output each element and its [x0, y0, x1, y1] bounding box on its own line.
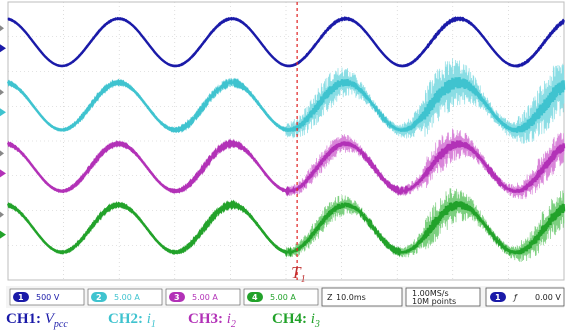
time-cursor[interactable]: T1: [291, 2, 306, 285]
ch2-badge: [91, 292, 107, 302]
ch3-level-marker: [0, 150, 4, 157]
legend-ch3-name: CH3:: [188, 311, 223, 327]
ch2-level-marker: [0, 89, 4, 96]
ch1-badge-number: 1: [18, 293, 24, 302]
ch1-scale: 500 V: [36, 293, 60, 302]
trigger-channel: 1: [495, 293, 501, 302]
timebase-box[interactable]: [321, 287, 403, 307]
channel-markers: [0, 25, 6, 239]
ch2-ground-marker[interactable]: [0, 108, 6, 117]
ch1-ground-marker[interactable]: [0, 44, 6, 53]
legend-ch4-name: CH4:: [272, 311, 307, 327]
ch4-badge-number: 4: [252, 293, 258, 302]
ch3-badge: [169, 292, 185, 302]
ch1-readout[interactable]: [9, 288, 85, 306]
trigger-box[interactable]: [485, 287, 565, 307]
legend-ch1-symbol: V: [44, 311, 54, 327]
legend-ch3-sub: 2: [230, 319, 236, 330]
trigger-level: 0.00 V: [535, 293, 561, 302]
status-bar: 1 500 V 2 5.00 A 3 5.00 A 4 5.00 A Z 10.0ms 1.0…: [6, 286, 565, 308]
legend-ch3: CH3: i2: [188, 311, 236, 330]
legend-ch2: CH2: i1: [108, 311, 156, 330]
ch4-ground-marker[interactable]: [0, 230, 6, 239]
record-length: 10M points: [412, 297, 456, 306]
ch2-readout[interactable]: [87, 288, 163, 306]
legend-ch2-name: CH2:: [108, 311, 143, 327]
trigger-channel-badge: [490, 292, 506, 302]
ch2-badge-number: 2: [96, 293, 102, 302]
ch3-ground-marker[interactable]: [0, 169, 6, 178]
ch1-level-marker: [0, 25, 4, 32]
legend-ch1-sub: pcc: [53, 319, 68, 330]
legend-ch4-symbol: i: [310, 311, 315, 327]
legend-ch4: CH4: i3: [272, 311, 320, 330]
ch4-level-marker: [0, 211, 4, 218]
legend-ch2-sub: 1: [150, 319, 156, 330]
ch1-badge: [13, 292, 29, 302]
waveform-ch2: [6, 77, 566, 134]
legend-ch3-symbol: i: [226, 311, 231, 327]
legend-ch4-sub: 3: [314, 319, 320, 330]
ch3-badge-number: 3: [174, 293, 180, 302]
graticule: [7, 1, 565, 281]
ch3-scale: 5.00 A: [192, 293, 218, 302]
waveform-ch3: [6, 138, 566, 197]
timebase-icon: Z: [327, 293, 333, 302]
legend: CH1: Vpcc CH2: i1 CH3: i2 CH4: i3: [6, 311, 566, 331]
legend-ch1: CH1: Vpcc: [6, 311, 68, 330]
ch2-scale: 5.00 A: [114, 293, 140, 302]
legend-ch2-symbol: i: [146, 311, 151, 327]
ch4-badge: [247, 292, 263, 302]
timebase-scale: 10.0ms: [336, 293, 366, 302]
ch3-readout[interactable]: [165, 288, 241, 306]
acquisition-box[interactable]: [405, 287, 481, 307]
waveform-ch4: [6, 199, 566, 258]
waveform-traces: [6, 15, 566, 263]
ch4-readout[interactable]: [243, 288, 319, 306]
trigger-slope-icon: ƒ: [512, 293, 518, 302]
cursor-label-main: T: [291, 263, 302, 282]
ch4-scale: 5.00 A: [270, 293, 296, 302]
cursor-label-sub: 1: [301, 274, 306, 285]
sample-rate: 1.00MS/s: [412, 289, 449, 298]
cursor-label: T1: [291, 263, 305, 285]
legend-ch1-name: CH1:: [6, 311, 41, 327]
waveform-ch1: [7, 15, 565, 68]
